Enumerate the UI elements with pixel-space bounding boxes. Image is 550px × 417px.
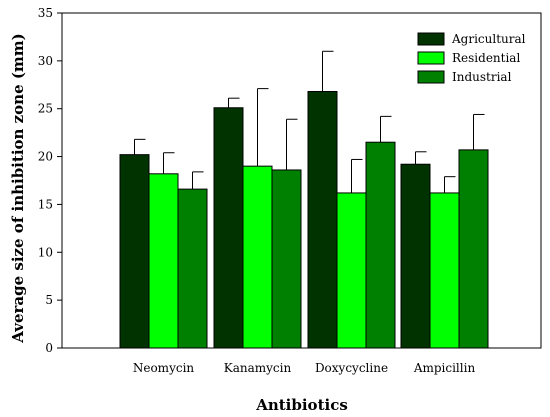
y-tick-label: 25 — [38, 102, 53, 116]
bar — [307, 90, 338, 349]
x-tick-label: Neomycin — [133, 361, 195, 375]
bar — [271, 169, 302, 349]
bar — [177, 188, 208, 349]
bar — [458, 149, 489, 349]
y-tick-label: 0 — [45, 341, 53, 355]
legend: Agricultural Residential Industrial — [417, 32, 526, 84]
legend-swatch — [417, 70, 445, 84]
x-tick-label: Ampicillin — [413, 361, 476, 375]
y-tick-label: 30 — [38, 54, 53, 68]
plot-frame — [61, 12, 542, 349]
y-tick-label: 10 — [38, 245, 53, 259]
legend-label: Residential — [452, 51, 520, 65]
legend-swatch — [417, 32, 445, 46]
bar — [148, 173, 179, 349]
bar — [336, 192, 367, 349]
bar — [429, 192, 460, 349]
bar — [119, 154, 150, 349]
legend-swatch — [417, 51, 445, 65]
y-axis-title: Average size of inhibition zone (mm) — [9, 33, 27, 344]
y-tick-label: 20 — [38, 150, 53, 164]
bar — [242, 165, 273, 349]
x-tick-label: Kanamycin — [224, 361, 292, 375]
bar — [213, 107, 244, 349]
bars — [119, 90, 489, 349]
x-axis-title: Antibiotics — [255, 396, 348, 414]
y-axis: 0 5 10 15 20 25 30 35 — [38, 6, 62, 355]
y-tick-label: 15 — [38, 197, 53, 211]
error-bars — [134, 50, 485, 193]
bar — [400, 163, 431, 349]
x-axis: Neomycin Kanamycin Doxycycline Ampicillin — [133, 361, 476, 375]
bar — [365, 141, 396, 349]
legend-label: Industrial — [452, 70, 512, 84]
y-tick-label: 35 — [38, 6, 53, 20]
y-tick-label: 5 — [45, 293, 53, 307]
x-tick-label: Doxycycline — [315, 361, 388, 375]
legend-label: Agricultural — [451, 32, 526, 46]
